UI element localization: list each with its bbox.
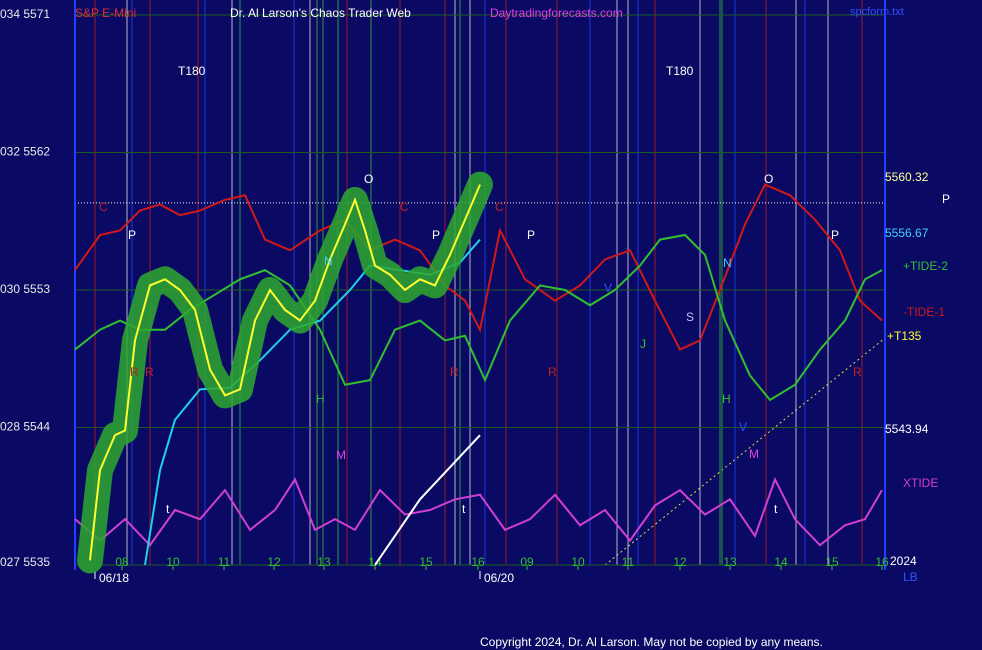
annotation: T180 (666, 64, 694, 78)
annotation: C (495, 200, 504, 214)
annotation: P (432, 228, 440, 242)
annotation: P (831, 228, 839, 242)
x-tick-label: 12 (267, 555, 281, 569)
x-tick-label: 11 (622, 555, 635, 569)
annotation: T180 (178, 64, 206, 78)
file-name: spcform.txt (850, 6, 904, 18)
annotation: V (739, 420, 747, 434)
right-label: P (942, 192, 950, 206)
annotation: O (764, 172, 773, 186)
right-label: 5543.94 (885, 422, 929, 436)
chart-title: Dr. Al Larson's Chaos Trader Web (230, 6, 411, 20)
annotation: P (128, 228, 136, 242)
y-tick-label: 028 5544 (0, 420, 50, 434)
instrument: S&P E-Mini (75, 6, 136, 20)
annotation: C (400, 200, 409, 214)
copyright: Copyright 2024, Dr. Al Larson. May not b… (480, 635, 823, 649)
annotation: R (853, 365, 862, 379)
x-tick-label: 10 (571, 555, 585, 569)
right-label: 2024 (890, 554, 917, 568)
annotation: S (686, 310, 694, 324)
x-tick-label: 13 (723, 555, 737, 569)
x-tick-label: 13 (317, 555, 331, 569)
annotation: R (130, 365, 139, 379)
x-tick-label: 09 (520, 555, 534, 569)
x-tick-label: 11 (218, 555, 231, 569)
annotation: R (145, 365, 154, 379)
date-label: 06/18 (99, 571, 129, 585)
x-tick-label: 16 (471, 555, 485, 569)
annotation: V (604, 281, 612, 295)
right-label: LB (903, 570, 918, 584)
y-tick-label: 030 5553 (0, 282, 50, 296)
y-tick-label: 027 5535 (0, 555, 50, 569)
annotation: H (722, 392, 731, 406)
right-label: 5556.67 (885, 226, 929, 240)
annotation: R (548, 365, 557, 379)
annotation: O (364, 172, 373, 186)
y-tick-label: 034 5571 (0, 7, 50, 21)
annotation: R (450, 365, 459, 379)
annotation: t (166, 502, 170, 516)
series-line (374, 434, 481, 566)
series-line (74, 183, 883, 351)
x-tick-label: 15 (825, 555, 839, 569)
x-tick-label: 14 (774, 555, 788, 569)
x-tick-label: 08 (115, 555, 129, 569)
series-line (74, 233, 883, 402)
x-tick-label: 12 (673, 555, 687, 569)
annotation: t (774, 502, 778, 516)
annotation: N (723, 256, 732, 270)
x-tick-label: 10 (166, 555, 180, 569)
site: Daytradingforecasts.com (490, 6, 623, 20)
series-line (74, 476, 883, 547)
annotation: M (336, 448, 346, 462)
annotation: J (640, 337, 646, 351)
x-tick-label: 16 (875, 555, 889, 569)
series-label: -TIDE-1 (903, 305, 945, 319)
series-label: +TIDE-2 (903, 259, 948, 273)
series-line (89, 184, 481, 561)
x-tick-label: 15 (419, 555, 433, 569)
series-label: XTIDE (903, 476, 938, 490)
dotted-trend (604, 337, 886, 566)
annotation: M (749, 447, 759, 461)
annotation: P (527, 228, 535, 242)
y-tick-label: 032 5562 (0, 145, 50, 159)
annotation: N (324, 254, 333, 268)
annotation: C (99, 200, 108, 214)
right-label: 5560.32 (885, 170, 929, 184)
date-label: 06/20 (484, 571, 514, 585)
annotation: t (462, 502, 466, 516)
right-label: +T135 (887, 329, 922, 343)
annotation: H (316, 392, 325, 406)
